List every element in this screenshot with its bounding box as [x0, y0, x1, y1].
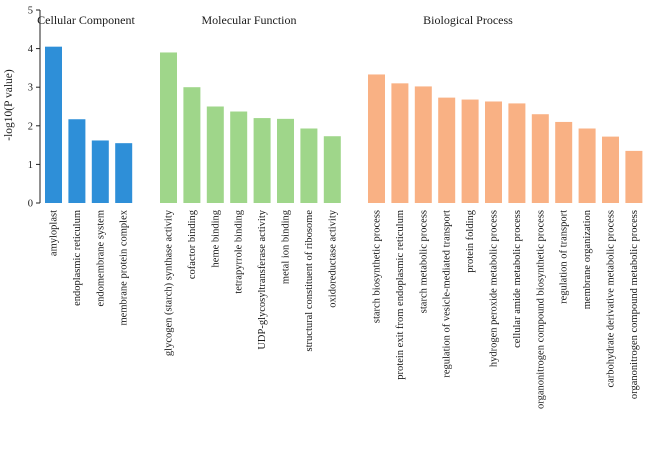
- category-label-starch-metabolic-process: starch metabolic process: [418, 210, 429, 313]
- bar-glycogen-starch-synthase-activity: [160, 52, 177, 204]
- category-label-tetrapyrrole-binding: tetrapyrrole binding: [234, 209, 245, 293]
- category-label-structural-constituent-of-ribosome: structural constituent of ribosome: [304, 210, 315, 352]
- group-label-biological-process: Biological Process: [423, 13, 513, 27]
- bar-starch-metabolic-process: [414, 86, 432, 203]
- bar-endoplasmic-reticulum: [68, 119, 86, 203]
- category-label-amyloplast: amyloplast: [49, 210, 60, 256]
- category-label-cofactor-binding: cofactor binding: [187, 209, 198, 279]
- y-tick-label: 3: [28, 83, 33, 94]
- y-axis: 0 1 2 3 4 5: [28, 6, 41, 210]
- bar-carbohydrate-derivative-metabolic-process: [602, 136, 619, 203]
- bar-cellular-amide-metabolic-process: [508, 103, 526, 203]
- category-label-cellular-amide-metabolic-process: cellular amide metabolic process: [512, 210, 523, 348]
- category-label-carbohydrate-derivative-metabolic-process: carbohydrate derivative metabolic proces…: [606, 210, 617, 388]
- bar-membrane-protein-complex: [115, 143, 133, 203]
- category-label-protein-exit-from-endoplasmic-reticulum: protein exit from endoplasmic reticulum: [395, 210, 406, 380]
- group-labels: Cellular Component Molecular Function Biol…: [37, 13, 513, 27]
- bar-hydrogen-peroxide-metabolic-process: [485, 101, 502, 203]
- bar-starch-biosynthetic-process: [368, 74, 385, 203]
- bar-oxidoreductase-activity: [323, 136, 341, 203]
- category-label-starch-biosynthetic-process: starch biosynthetic process: [372, 210, 383, 323]
- category-label-regulation-of-transport: regulation of transport: [559, 210, 570, 304]
- category-label-endomembrane-system: endomembrane system: [95, 210, 106, 307]
- bar-cofactor-binding: [183, 87, 201, 203]
- category-label-membrane-protein-complex: membrane protein complex: [119, 209, 130, 325]
- category-label-organonitrogen-compound-biosynthetic-process: organonitrogen compound biosynthetic pro…: [535, 210, 546, 409]
- group-label-cellular-component: Cellular Component: [37, 13, 135, 27]
- bar-tetrapyrrole-binding: [230, 111, 248, 203]
- bar-structural-constituent-of-ribosome: [300, 128, 318, 203]
- bars: [45, 46, 643, 204]
- category-label-oxidoreductase-activity: oxidoreductase activity: [327, 209, 338, 307]
- bar-amyloplast: [45, 46, 62, 203]
- y-tick-label: 4: [28, 44, 34, 55]
- bar-organonitrogen-compound-metabolic-process: [625, 150, 643, 203]
- category-label-endoplasmic-reticulum: endoplasmic reticulum: [72, 210, 83, 306]
- category-label-membrane-organization: membrane organization: [582, 209, 593, 309]
- bar-heme-binding: [206, 106, 224, 203]
- category-label-protein-folding: protein folding: [465, 209, 476, 272]
- bar-protein-exit-from-endoplasmic-reticulum: [391, 83, 409, 203]
- category-label-hydrogen-peroxide-metabolic-process: hydrogen peroxide metabolic process: [489, 210, 500, 367]
- bar-endomembrane-system: [91, 140, 109, 203]
- group-label-molecular-function: Molecular Function: [202, 13, 297, 27]
- y-tick-label: 0: [28, 199, 33, 210]
- category-label-metal-ion-binding: metal ion binding: [281, 209, 292, 284]
- category-label-udp-glycosyltransferase-activity: UDP-glycosyltransferase activity: [257, 209, 268, 349]
- bar-protein-folding: [461, 99, 479, 203]
- bar-udp-glycosyltransferase-activity: [253, 118, 271, 203]
- bar-regulation-of-vesicle-mediated-transport: [438, 97, 456, 203]
- y-tick-label: 5: [28, 6, 33, 17]
- bar-metal-ion-binding: [277, 118, 294, 203]
- category-label-regulation-of-vesicle-mediated-transport: regulation of vesicle-mediated transport: [442, 210, 453, 378]
- bar-membrane-organization: [578, 128, 596, 203]
- category-label-heme-binding: heme binding: [210, 209, 221, 267]
- category-label-organonitrogen-compound-metabolic-process: organonitrogen compound metabolic proces…: [629, 210, 640, 399]
- y-axis-label: -log10(P value): [3, 69, 15, 141]
- bar-organonitrogen-compound-biosynthetic-process: [531, 114, 549, 203]
- category-labels: amyloplast endoplasmic reticulum endomembr…: [49, 209, 640, 409]
- bar-regulation-of-transport: [555, 121, 573, 203]
- category-label-glycogen-starch-synthase-activity: glycogen (starch) synthase activity: [164, 209, 175, 356]
- y-tick-label: 1: [28, 160, 33, 171]
- y-tick-label: 2: [28, 121, 33, 132]
